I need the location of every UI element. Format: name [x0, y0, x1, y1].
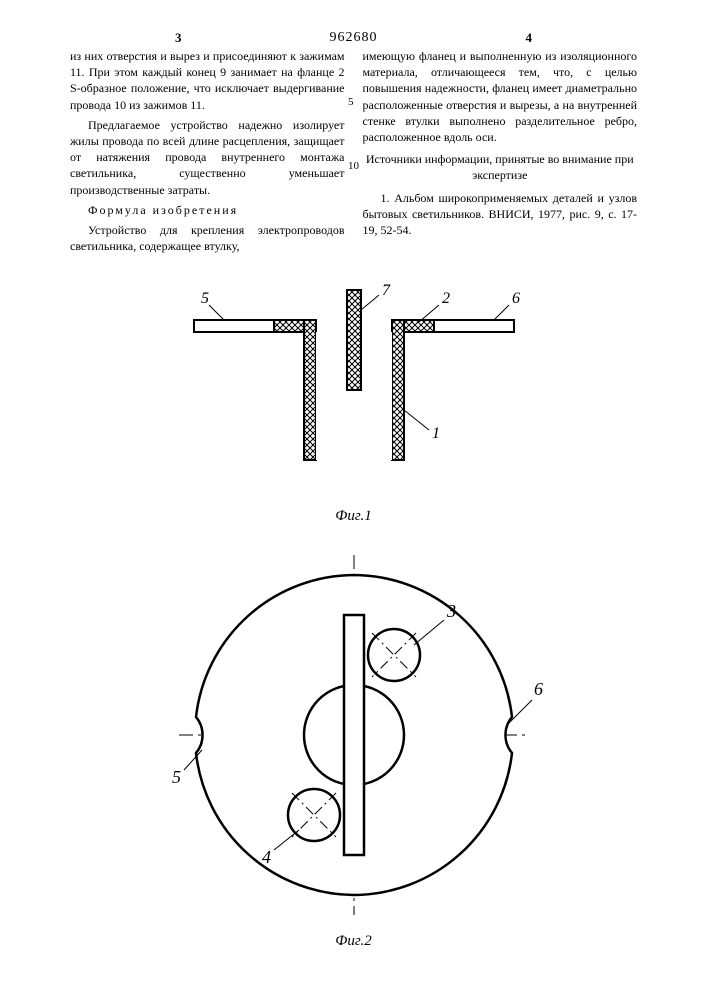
- page-number-left: 3: [175, 30, 182, 46]
- fig1-label-7: 7: [382, 282, 391, 299]
- left-p1: из них отверстия и вырез и присоединяют …: [70, 48, 345, 113]
- formula-title: Формула изобретения: [70, 202, 345, 218]
- left-p2: Предлагаемое устройство надежно изолируе…: [70, 117, 345, 198]
- fig2-label-4: 4: [262, 847, 271, 867]
- fig1-label-6: 6: [512, 290, 520, 307]
- formula-title-text: Формула изобретения: [88, 203, 238, 217]
- right-p1: имеющую фланец и выполненную из изоляцио…: [363, 48, 638, 145]
- fig1-label-1: 1: [432, 425, 440, 442]
- fig2-label-5: 5: [172, 767, 181, 787]
- fig1-label-5: 5: [201, 290, 209, 307]
- left-column: из них отверстия и вырез и присоединяют …: [70, 48, 345, 258]
- page-number-right: 4: [526, 30, 533, 46]
- text-columns: из них отверстия и вырез и присоединяют …: [70, 48, 637, 258]
- fig2-caption: Фиг.2: [335, 933, 371, 950]
- fig2-label-6: 6: [534, 679, 543, 699]
- fig1-caption: Фиг.1: [335, 508, 371, 525]
- figure-2-svg: 3 4 6 5: [154, 545, 554, 925]
- patent-number: 962680: [330, 30, 378, 46]
- right-column: имеющую фланец и выполненную из изоляцио…: [363, 48, 638, 258]
- right-p2: 1. Альбом широкоприменяемых деталей и уз…: [363, 190, 638, 239]
- figures-block: 5 7 2 6 1 Фиг.1 3 4 6 5: [0, 280, 707, 950]
- left-p3: Устройство для крепления электропроводов…: [70, 222, 345, 254]
- fig1-label-2: 2: [442, 290, 450, 307]
- sources-title: Источники информации, принятые во вниман…: [363, 151, 638, 183]
- figure-1-svg: 5 7 2 6 1: [154, 280, 554, 500]
- fig2-label-3: 3: [446, 601, 456, 621]
